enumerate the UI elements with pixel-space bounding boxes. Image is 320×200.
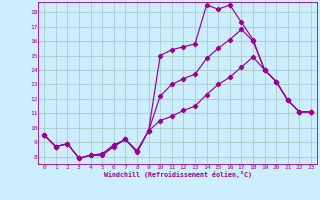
X-axis label: Windchill (Refroidissement éolien,°C): Windchill (Refroidissement éolien,°C)	[104, 171, 252, 178]
